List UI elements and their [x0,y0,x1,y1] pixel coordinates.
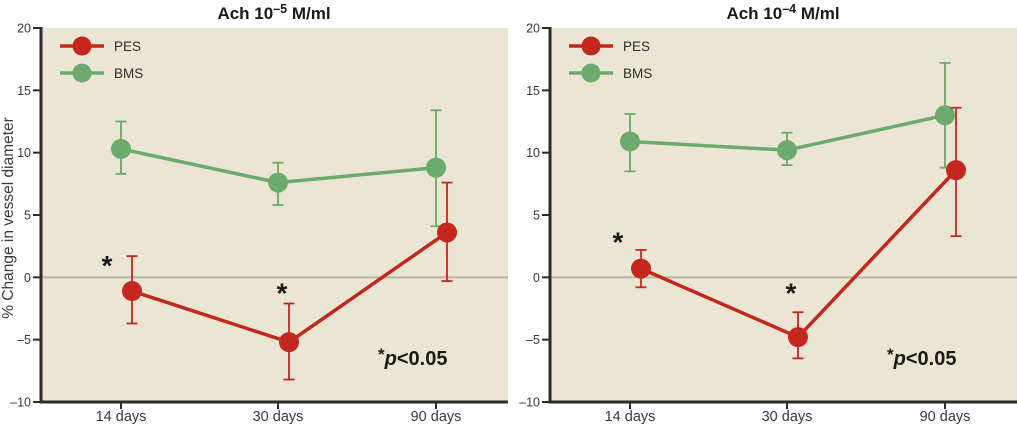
significance-asterisk: * [786,278,797,309]
legend-label-pes: PES [623,39,650,54]
x-tick-label: 90 days [411,409,462,425]
y-tick-label: –10 [519,396,540,410]
data-point-bms [935,105,955,126]
data-point-bms [426,157,446,178]
chart-panel-ach-10-5: 20 15 10 5 0 –5 –10 14 days 30 days 90 days Ach 10… [0,2,508,425]
significance-asterisk: * [102,250,113,281]
legend-marker-pes [72,36,92,56]
legend-label-pes: PES [114,39,141,54]
x-tick-label: 14 days [96,409,147,425]
y-tick-label: 15 [17,84,31,98]
y-tick-label: 5 [533,209,540,223]
panel-title: Ach 10–4 M/ml [726,2,839,23]
data-point-pes [437,222,457,243]
x-tick-label: 30 days [253,409,304,425]
y-axis-title: % Change in vessel diameter [0,117,17,319]
data-point-pes [946,160,966,181]
chart-panel-ach-10-4: 20 15 10 5 0 –5 –10 14 days 30 days 90 days Ach 10… [519,2,1017,425]
data-point-pes [279,332,299,353]
x-tick-label: 14 days [605,409,656,425]
data-point-bms [111,138,131,159]
significance-asterisk: * [277,278,288,309]
plot-background [549,28,1017,402]
legend-label-bms: BMS [114,66,143,81]
y-tick-label: 20 [526,22,540,36]
y-tick-label: 10 [17,146,31,160]
data-point-bms [620,131,640,152]
data-point-pes [788,327,808,348]
y-tick-label: 0 [533,271,540,285]
y-tick-label: –5 [526,333,540,347]
y-tick-label: 20 [17,22,31,36]
plot-background [40,28,508,402]
panel-title: Ach 10–5 M/ml [217,2,330,23]
data-point-bms [777,140,797,161]
data-point-pes [631,258,651,279]
y-tick-label: –5 [17,333,31,347]
data-point-bms [268,172,288,193]
significance-asterisk: * [613,226,624,257]
x-tick-label: 90 days [920,409,971,425]
y-tick-label: 0 [24,271,31,285]
legend-marker-bms [581,63,601,83]
y-tick-label: –10 [10,396,31,410]
y-tick-label: 10 [526,146,540,160]
significance-note: *p<0.05 [378,345,447,370]
significance-note: *p<0.05 [887,345,956,370]
legend-marker-bms [72,63,92,83]
legend-label-bms: BMS [623,66,652,81]
y-tick-label: 5 [24,209,31,223]
y-tick-label: 15 [526,84,540,98]
legend-marker-pes [581,36,601,56]
data-point-pes [122,281,142,302]
x-tick-label: 30 days [762,409,813,425]
